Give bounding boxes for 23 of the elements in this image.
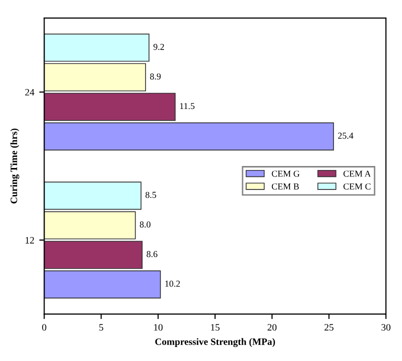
y-tick-label: 12 [26,237,34,244]
legend-label: CEM B [272,183,299,190]
data-label: 11.5 [180,103,194,110]
y-axis-title: Curing Time (hrs) [10,128,20,204]
data-label: 25.4 [338,132,354,139]
x-axis-title: Compressive Strength (MPa) [155,338,275,348]
x-tick-label: 0 [42,324,46,331]
x-tick-label: 30 [382,324,390,331]
data-label: 9.2 [153,44,164,50]
data-label: 8.9 [150,73,161,80]
legend-label: CEM C [343,183,370,190]
y-tick-label: 24 [25,88,34,96]
data-label: 8.6 [146,251,158,258]
data-label: 10.2 [165,280,180,287]
legend-label: CEM G [272,170,300,177]
x-tick-label: 10 [154,324,163,331]
data-label: 8.0 [140,221,150,228]
x-tick-label: 20 [268,324,277,331]
data-label: 8.5 [146,192,156,198]
x-tick-label: 15 [211,324,220,331]
legend-label: CEM A [343,170,371,177]
x-tick-label: 5 [99,324,104,331]
x-tick-label: 25 [324,324,334,331]
